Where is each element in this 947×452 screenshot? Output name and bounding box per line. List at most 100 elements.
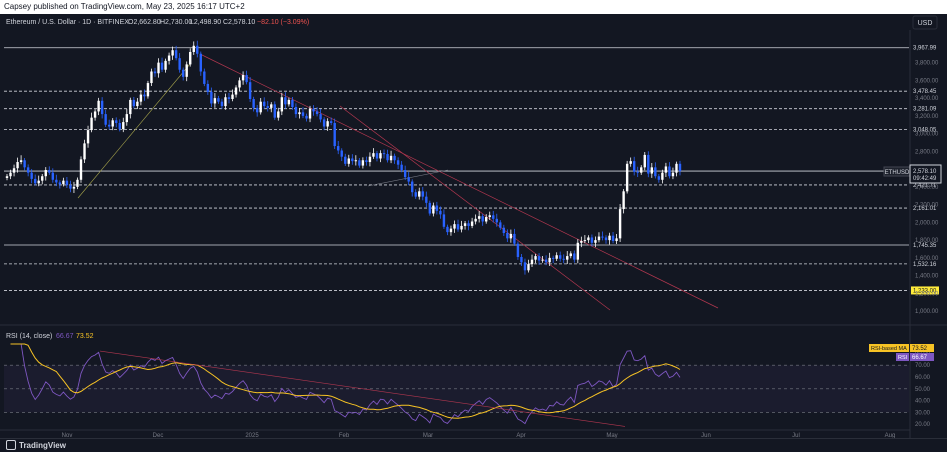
- x-tick-label: Nov: [62, 433, 73, 438]
- candle-body: [428, 202, 432, 214]
- candle-body: [5, 176, 9, 178]
- x-tick-label: Jun: [701, 433, 711, 438]
- candle-body: [615, 238, 618, 242]
- rsi-y-tick: 50.00: [915, 387, 931, 393]
- candle-body: [576, 242, 580, 260]
- candle-body: [358, 160, 361, 166]
- candle-body: [329, 121, 333, 123]
- candle-body: [544, 259, 548, 263]
- candle-body: [160, 62, 164, 70]
- candle-body: [203, 71, 206, 84]
- candle-body: [199, 53, 202, 72]
- chart-canvas[interactable]: 3,967.99 3,478.45 3,281.09 3,048.05 2,421.71…: [0, 14, 947, 439]
- candle-body: [90, 117, 93, 131]
- rsi-y-tick: 70.00: [915, 363, 931, 369]
- candle-body: [69, 185, 72, 189]
- candle-body: [375, 153, 379, 159]
- candle-body: [178, 58, 181, 70]
- candle-body: [58, 182, 62, 185]
- brand-name: TradingView: [19, 440, 66, 450]
- candle-body: [245, 75, 248, 83]
- candle-body: [548, 257, 551, 263]
- candle-body: [594, 240, 597, 243]
- ohlc-change: −82.10 (−3.09%): [257, 19, 309, 26]
- candle-body: [104, 114, 107, 125]
- candle-body: [234, 87, 238, 95]
- candle-body: [48, 170, 51, 173]
- brand[interactable]: TradingView: [6, 440, 66, 450]
- candle-body: [604, 237, 608, 241]
- candle-body: [217, 98, 220, 102]
- ohlc-low: L2,498.90: [190, 19, 221, 26]
- rsi-ma-badge: [869, 344, 909, 352]
- candle-body: [132, 99, 136, 107]
- candle-body: [76, 179, 79, 187]
- candle-body: [678, 163, 682, 172]
- candle-body: [231, 94, 234, 100]
- candle-body: [97, 100, 100, 112]
- candle-body: [477, 216, 481, 219]
- chart-area[interactable]: 3,967.99 3,478.45 3,281.09 3,048.05 2,421.71…: [0, 14, 947, 439]
- candle-body: [432, 205, 435, 214]
- candle-body: [449, 228, 453, 233]
- candle-body: [93, 111, 97, 118]
- x-tick-label: Aug: [885, 433, 896, 438]
- candle-body: [308, 108, 312, 119]
- candle-body: [326, 121, 329, 127]
- candle-body: [9, 172, 12, 177]
- candle-body: [171, 50, 174, 56]
- candle-body: [248, 82, 252, 100]
- y-tick-label: 2,200.00: [915, 203, 939, 209]
- candle-body: [442, 214, 446, 227]
- candle-body: [100, 100, 104, 115]
- candle-body: [569, 253, 572, 257]
- candle-body: [580, 241, 583, 243]
- descending-trendline-2: [339, 105, 611, 311]
- candle-body: [537, 256, 541, 261]
- price-level-badge: [911, 87, 939, 96]
- candle-body: [344, 156, 347, 164]
- candle-body: [26, 167, 30, 173]
- candle-body: [601, 236, 604, 238]
- candle-body: [51, 172, 55, 180]
- candle-body: [414, 192, 417, 197]
- candle-body: [439, 210, 442, 215]
- rsi-y-tick: 30.00: [915, 410, 931, 416]
- currency-button[interactable]: [912, 15, 938, 30]
- candle-body: [220, 101, 224, 107]
- descending-trendline: [199, 53, 719, 309]
- price-level-badge: [911, 259, 939, 268]
- candle-body: [298, 112, 301, 115]
- rsi-y-tick: 40.00: [915, 399, 931, 405]
- rsi-ma-badge-label: RSI-based MA: [871, 346, 907, 352]
- candle-body: [562, 258, 565, 260]
- candle-body: [527, 264, 530, 271]
- candle-body: [259, 101, 262, 113]
- candle-body: [266, 106, 269, 108]
- candle-body: [523, 262, 527, 271]
- x-tick-label: Feb: [339, 433, 350, 438]
- rsi-y-tick: 60.00: [915, 375, 931, 381]
- candle-body: [115, 120, 118, 123]
- candle-body: [389, 155, 393, 161]
- y-tick-label: 1,800.00: [915, 238, 939, 244]
- candle-body: [400, 164, 403, 171]
- candle-body: [516, 243, 520, 257]
- candle-body: [453, 224, 456, 229]
- symbol-badge-text: ETHUSD: [885, 170, 910, 176]
- candle-body: [368, 156, 372, 163]
- y-tick-label: 2,800.00: [915, 149, 939, 155]
- candle-body: [636, 171, 639, 173]
- y-tick-label: 3,200.00: [915, 114, 939, 120]
- candle-body: [150, 71, 153, 84]
- candle-body: [55, 179, 58, 183]
- candle-body: [146, 83, 150, 97]
- x-tick-label: May: [606, 433, 617, 438]
- candle-body: [44, 170, 47, 177]
- candle-body: [111, 120, 114, 127]
- candle-body: [492, 215, 495, 219]
- candle-body: [463, 223, 467, 226]
- candle-body: [122, 122, 125, 130]
- publisher-text: Capsey published on TradingView.com, May…: [4, 2, 245, 11]
- price-level-label: 1,745.35: [913, 243, 937, 249]
